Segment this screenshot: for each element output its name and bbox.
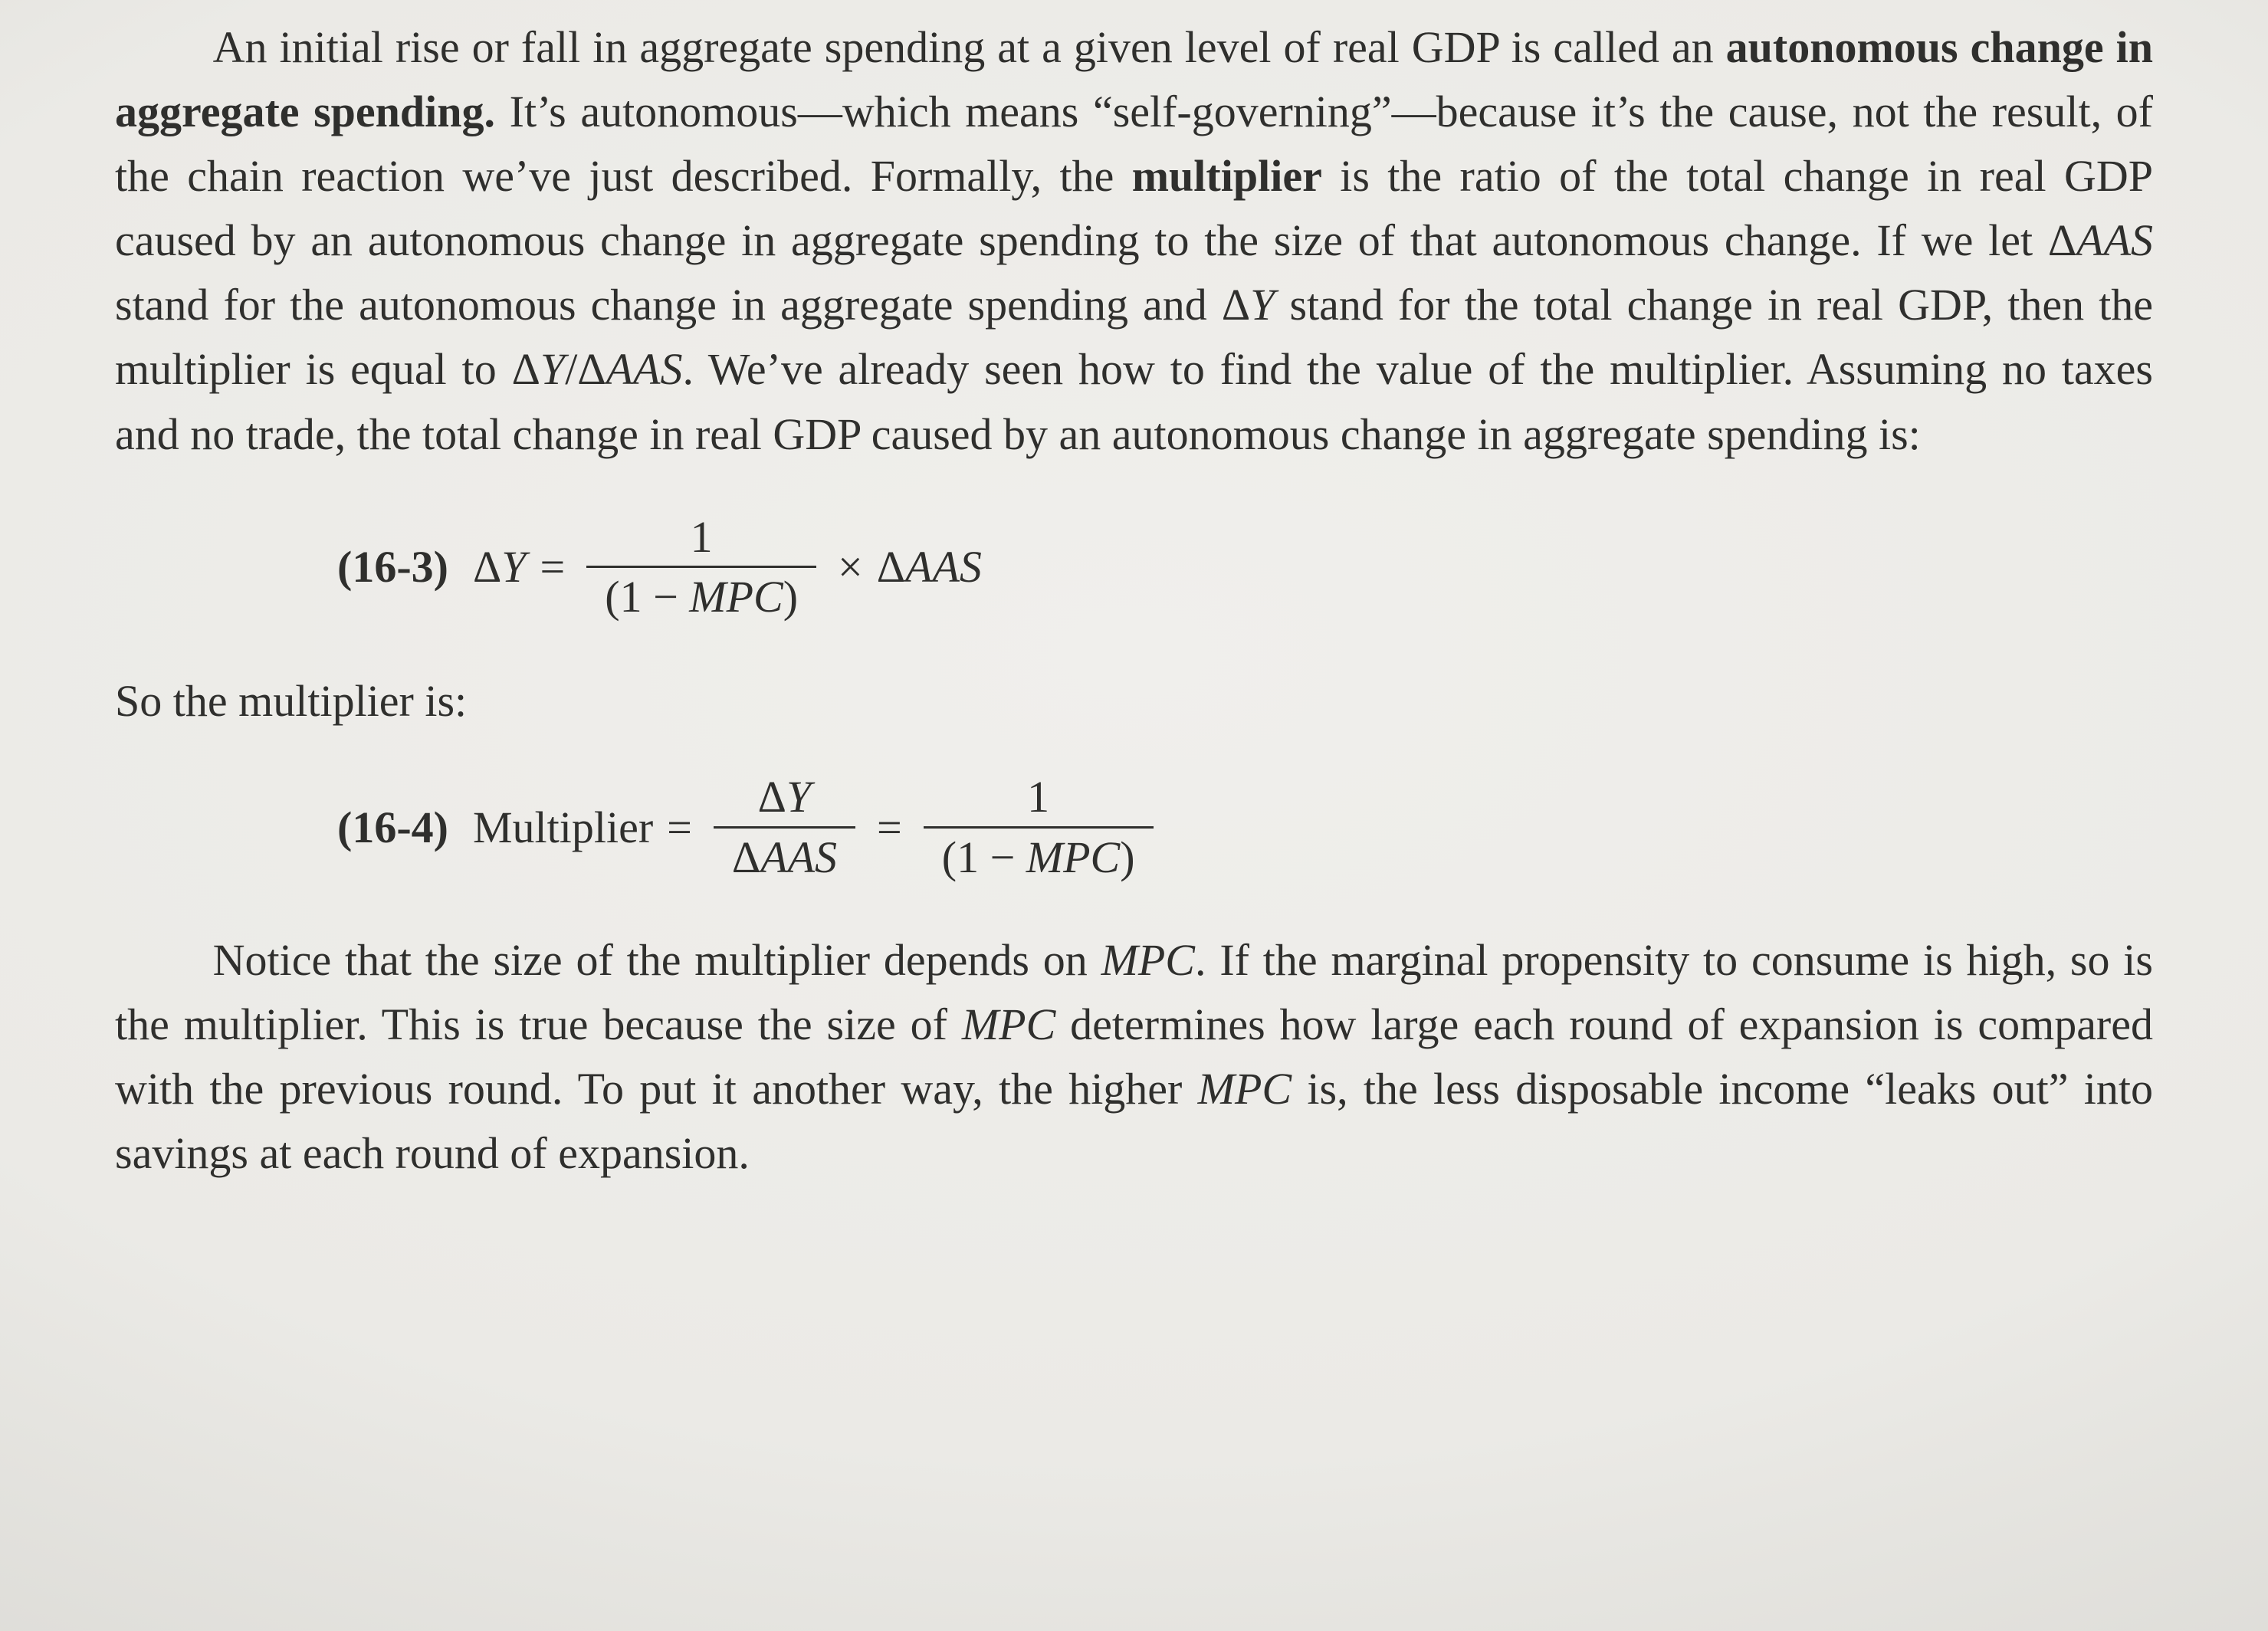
p1-ital1: AAS xyxy=(2076,215,2153,265)
eq2-body: Multiplier = ΔY ΔAAS = 1 (1 − MPC) xyxy=(473,773,1161,882)
eq2-f2-den-mpc: MPC xyxy=(1026,832,1120,882)
eq2-f1-den: ΔAAS xyxy=(714,826,855,882)
eq2-f2-den-open: (1 − xyxy=(942,832,1026,882)
eq2-equals2: = xyxy=(877,802,902,853)
page-content: An initial rise or fall in aggregate spe… xyxy=(0,0,2268,1262)
transition-text: So the multiplier is: xyxy=(115,675,2153,727)
eq1-equals: = xyxy=(540,541,566,592)
eq1-label: (16-3) xyxy=(337,541,448,592)
p1-seg4: stand for the autonomous change in aggre… xyxy=(115,280,1250,330)
p2-ital3: MPC xyxy=(1198,1064,1292,1114)
eq2-word: Multiplier xyxy=(473,802,653,853)
eq2-f1-num: ΔY xyxy=(740,773,830,826)
eq2-f1-num-delta: Δ xyxy=(758,772,786,822)
eq1-lhs-delta: Δ xyxy=(473,542,501,592)
eq1-den-close: ) xyxy=(783,572,798,622)
eq2-f1-den-var: AAS xyxy=(760,832,837,882)
paragraph-2: Notice that the size of the multiplier d… xyxy=(115,928,2153,1186)
p1-ital4: AAS xyxy=(606,344,683,394)
eq2-fraction-2: 1 (1 − MPC) xyxy=(924,773,1154,882)
eq2-f2-num: 1 xyxy=(1009,773,1068,826)
equation-16-3: (16-3) ΔY = 1 (1 − MPC) × ΔAAS xyxy=(115,513,2153,622)
eq1-lhs-var: Y xyxy=(501,542,526,592)
eq1-fraction: 1 (1 − MPC) xyxy=(586,513,816,622)
p2-ital1: MPC xyxy=(1101,935,1195,985)
eq2-f1-num-var: Y xyxy=(786,772,811,822)
p2-seg1: Notice that the size of the multiplier d… xyxy=(213,935,1101,985)
p1-seg1: An initial rise or fall in aggregate spe… xyxy=(213,22,1726,72)
p1-ital3: Y xyxy=(540,344,565,394)
eq2-f2-den: (1 − MPC) xyxy=(924,826,1154,882)
eq2-fraction-1: ΔY ΔAAS xyxy=(714,773,855,882)
eq1-rhs-delta: Δ xyxy=(877,542,905,592)
eq1-den-open: (1 − xyxy=(605,572,689,622)
eq1-den-mpc: MPC xyxy=(689,572,783,622)
eq1-times: × xyxy=(838,541,863,592)
eq1-rhs-var: AAS xyxy=(905,542,982,592)
p1-ital2: Y xyxy=(1250,280,1275,330)
eq1-body: ΔY = 1 (1 − MPC) × ΔAAS xyxy=(473,513,982,622)
p1-seg6: /Δ xyxy=(565,344,606,394)
p2-ital2: MPC xyxy=(962,999,1055,1049)
eq2-f1-den-delta: Δ xyxy=(732,832,760,882)
p1-bold2: multiplier xyxy=(1132,151,1322,201)
eq2-f2-den-close: ) xyxy=(1120,832,1134,882)
eq2-label: (16-4) xyxy=(337,802,448,853)
eq1-den: (1 − MPC) xyxy=(586,566,816,622)
paragraph-1: An initial rise or fall in aggregate spe… xyxy=(115,15,2153,467)
equation-16-4: (16-4) Multiplier = ΔY ΔAAS = 1 (1 − MPC… xyxy=(115,773,2153,882)
eq1-num: 1 xyxy=(672,513,731,566)
eq2-equals1: = xyxy=(667,802,692,853)
